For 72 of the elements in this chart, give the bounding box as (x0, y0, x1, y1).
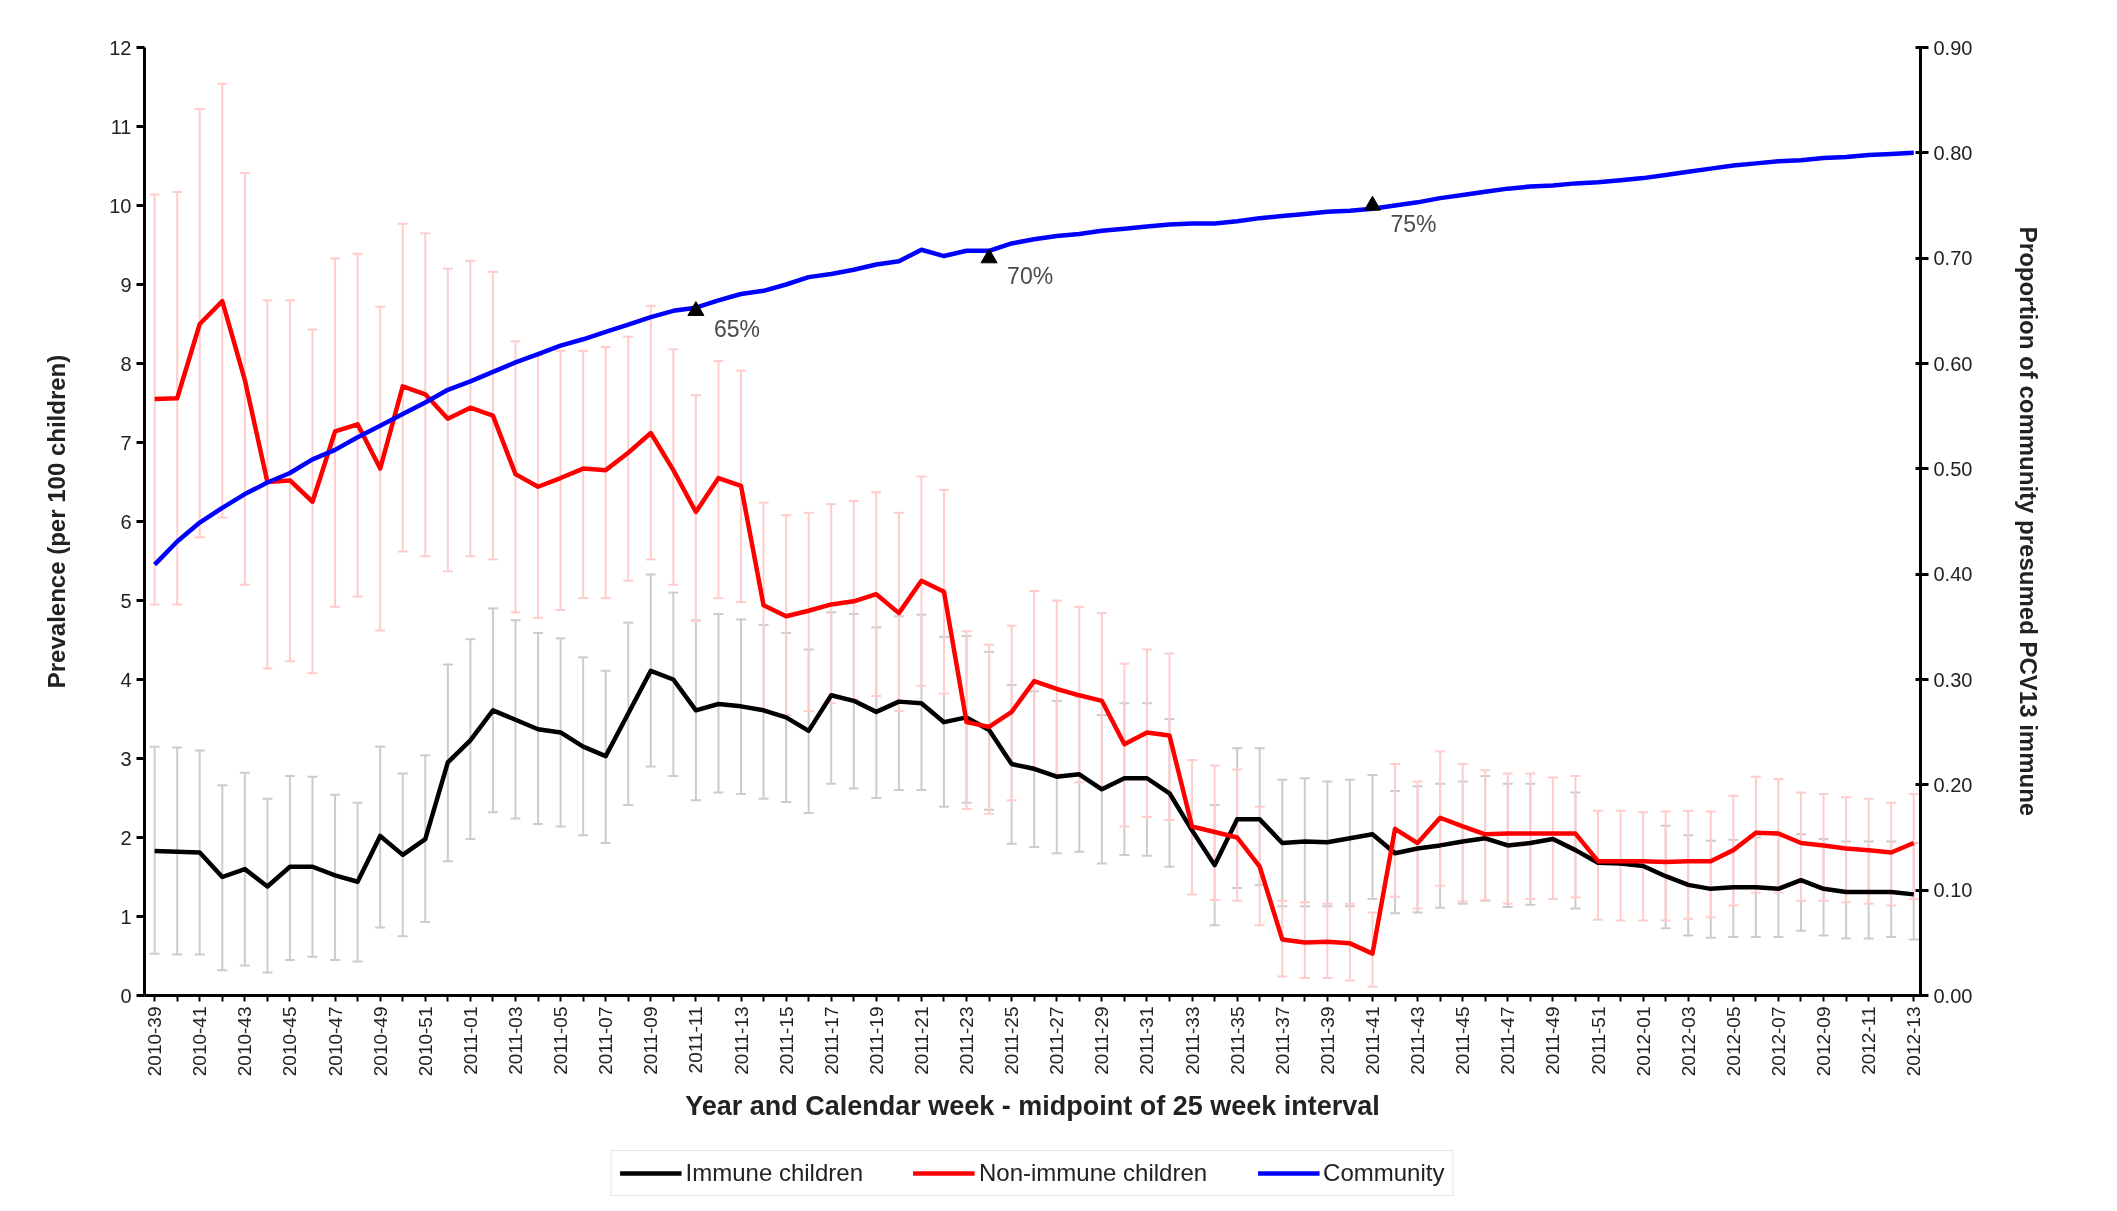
x-tick-label: 2011-43 (1407, 1006, 1429, 1075)
x-tick-label: 2012-05 (1722, 1006, 1744, 1077)
x-tick-label: 2011-15 (775, 1006, 797, 1075)
x-tick-label: 2011-31 (1136, 1006, 1158, 1075)
y-tick-label: 6 (120, 510, 132, 533)
legend-label: Non-immune children (978, 1159, 1208, 1187)
x-axis-title: Year and Calendar week - midpoint of 25 week interval (685, 1091, 1380, 1122)
y2-tick-label: 0.30 (1933, 668, 1973, 691)
y-tick-label: 11 (110, 115, 132, 138)
x-tick-label: 2011-09 (640, 1006, 662, 1075)
y2-tick-label: 0.10 (1933, 879, 1973, 902)
y2-tick-label: 0.70 (1933, 247, 1973, 270)
y-tick-label: 1 (120, 905, 132, 928)
x-tick-label: 2011-49 (1542, 1006, 1564, 1075)
y-tick-label: 10 (109, 194, 132, 217)
x-tick-label: 2010-39 (144, 1006, 166, 1077)
y2-axis-title: Proportion of community presumed PCV13 immune (2015, 226, 2043, 817)
y2-tick-label: 0.80 (1933, 141, 1973, 164)
x-tick-label: 2011-03 (504, 1006, 526, 1075)
x-tick-label: 2011-05 (550, 1006, 572, 1075)
x-tick-label: 2012-13 (1903, 1006, 1925, 1077)
x-tick-label: 2011-33 (1181, 1006, 1203, 1075)
x-tick-label: 2011-23 (956, 1006, 978, 1075)
x-tick-label: 2011-41 (1361, 1006, 1383, 1075)
legend-label: Community (1323, 1159, 1445, 1187)
y-tick-label: 2 (120, 826, 132, 849)
y-tick-label: 8 (120, 352, 132, 375)
x-tick-label: 2011-35 (1226, 1006, 1248, 1075)
x-tick-label: 2010-43 (234, 1006, 256, 1077)
x-tick-label: 2010-41 (189, 1006, 211, 1077)
y2-tick-label: 0.50 (1933, 457, 1973, 480)
data-label: 70% (1007, 263, 1054, 290)
x-tick-label: 2011-21 (910, 1006, 932, 1075)
y-tick-label: 5 (120, 589, 132, 612)
x-tick-label: 2012-09 (1813, 1006, 1835, 1077)
x-tick-label: 2011-19 (865, 1006, 887, 1075)
x-tick-label: 2010-51 (414, 1006, 436, 1077)
y-tick-label: 12 (109, 36, 132, 59)
x-tick-label: 2011-27 (1046, 1006, 1068, 1075)
x-tick-label: 2012-01 (1632, 1006, 1654, 1077)
x-tick-label: 2011-45 (1452, 1006, 1474, 1075)
data-label: 75% (1390, 210, 1437, 237)
y-tick-label: 4 (120, 668, 132, 691)
y-tick-label: 3 (120, 747, 132, 770)
x-tick-label: 2012-03 (1677, 1006, 1699, 1077)
legend-label: Immune children (685, 1159, 863, 1187)
x-tick-label: 2011-39 (1316, 1006, 1338, 1075)
x-tick-label: 2011-51 (1587, 1006, 1609, 1075)
x-tick-label: 2010-49 (369, 1006, 391, 1077)
x-tick-label: 2011-01 (459, 1006, 481, 1075)
x-tick-label: 2011-29 (1091, 1006, 1113, 1075)
x-tick-label: 2011-11 (685, 1006, 707, 1074)
x-tick-label: 2011-07 (595, 1006, 617, 1075)
y-tick-label: 7 (120, 431, 132, 454)
x-tick-label: 2011-17 (820, 1006, 842, 1075)
y2-tick-label: 0.90 (1933, 36, 1973, 59)
x-tick-label: 2012-11 (1858, 1006, 1880, 1075)
x-tick-label: 2011-37 (1271, 1006, 1293, 1075)
y2-tick-label: 0.60 (1933, 352, 1973, 375)
y-tick-label: 0 (120, 984, 132, 1007)
y2-tick-label: 0.20 (1933, 773, 1973, 796)
x-tick-label: 2011-47 (1497, 1006, 1519, 1075)
y-axis-title: Prevalence (per 100 children) (43, 354, 71, 689)
data-label: 65% (713, 315, 760, 342)
x-tick-label: 2010-47 (324, 1006, 346, 1077)
x-tick-label: 2011-25 (1001, 1006, 1023, 1075)
x-tick-label: 2011-13 (730, 1006, 752, 1075)
y-tick-label: 9 (120, 273, 132, 296)
x-tick-label: 2010-45 (279, 1006, 301, 1077)
y2-tick-label: 0.00 (1933, 984, 1973, 1007)
x-tick-label: 2012-07 (1767, 1006, 1789, 1077)
y2-tick-label: 0.40 (1933, 563, 1973, 586)
